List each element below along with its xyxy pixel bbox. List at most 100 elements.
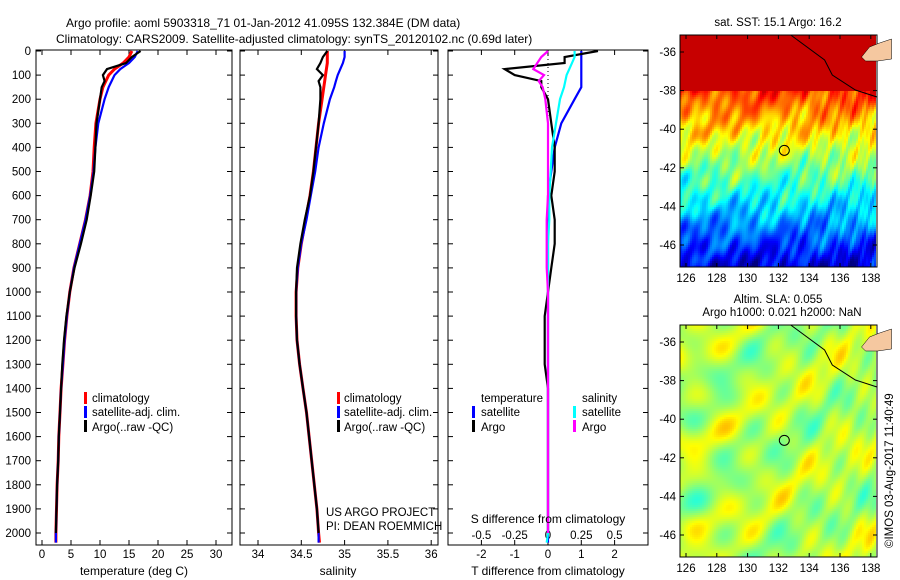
lon-tick-label: 126 (676, 563, 695, 575)
lon-tick-label: 130 (738, 563, 757, 575)
sla-map-subtitle: Argo h1000: 0.021 h2000: NaN (702, 307, 861, 319)
depth-tick-label: 700 (12, 215, 31, 227)
s-diff-tick-label: 0.25 (570, 530, 592, 542)
legend-label: Argo (582, 422, 606, 434)
lat-tick-label: -38 (659, 376, 676, 388)
depth-tick-label: 1100 (6, 311, 31, 323)
legend-swatch-argo (337, 420, 340, 432)
legend-swatch-climatology (337, 392, 340, 404)
depth-tick-label: 1900 (5, 504, 31, 516)
x-tick-label: 2 (611, 549, 617, 561)
lon-tick-label: 138 (861, 563, 880, 575)
x-tick-label: 30 (210, 549, 223, 561)
legend-label: climatology (92, 393, 150, 405)
sdiff-argo-line (531, 50, 550, 533)
temperature-legend: climatology satellite-adj. clim. Argo(..… (84, 392, 180, 434)
lat-tick-label: -38 (659, 86, 676, 98)
salinity-xlabel: salinity (320, 564, 357, 578)
sst-map-image (680, 35, 876, 267)
depth-tick-label: 1800 (5, 480, 31, 492)
x-tick-label: 10 (94, 549, 107, 561)
legend-swatch-s-argo (573, 420, 576, 432)
legend-label: Argo (481, 422, 505, 434)
tdiff-argo-line (501, 49, 599, 533)
sla-map-image (680, 325, 876, 557)
temperature-climatology-line (54, 50, 134, 543)
x-tick-label: 34 (252, 549, 265, 561)
x-tick-label: 0 (545, 549, 551, 561)
legend-swatch-s-satellite (573, 406, 576, 418)
depth-tick-label: 2000 (5, 528, 31, 540)
temperature-xlabel: temperature (deg C) (80, 564, 188, 578)
s-diff-tick-label: -0.5 (471, 530, 491, 542)
legend-swatch-satellite (84, 406, 87, 418)
salinity-satellite-line (295, 51, 346, 543)
salinity-legend: climatology satellite-adj. clim. Argo(..… (337, 392, 432, 434)
x-tick-label: 36 (425, 549, 438, 561)
s-diff-tick-label: 0.5 (607, 530, 623, 542)
pi-text: PI: DEAN ROEMMICH (326, 521, 442, 533)
depth-tick-label: 200 (12, 94, 31, 106)
x-tick-label: 20 (152, 549, 165, 561)
x-tick-label: 1 (578, 549, 584, 561)
sst-map-title: sat. SST: 15.1 Argo: 16.2 (714, 17, 841, 29)
title-line2: Climatology: CARS2009. Satellite-adjuste… (56, 32, 532, 46)
lat-tick-label: -46 (659, 240, 676, 252)
temperature-argo-line (54, 50, 142, 534)
lon-tick-label: 136 (830, 273, 849, 285)
sla-map-frame (679, 324, 878, 558)
tdiff-satellite-line (546, 51, 583, 543)
lat-tick-label: -46 (659, 530, 676, 542)
argo-location-marker (778, 144, 790, 156)
lon-tick-label: 132 (769, 563, 788, 575)
temperature-panel (35, 49, 233, 546)
x-tick-label: 5 (68, 549, 74, 561)
lon-tick-label: 134 (800, 563, 820, 575)
x-tick-label: 25 (181, 549, 194, 561)
credit-text: US ARGO PROJECT (326, 507, 435, 519)
legend-label: satellite (582, 407, 621, 419)
x-tick-label: 35.5 (377, 549, 399, 561)
lat-tick-label: -44 (659, 491, 676, 503)
sdiff-xlabel: S difference from climatology (471, 512, 626, 526)
legend-swatch-satellite (337, 406, 340, 418)
tdiff-xlabel: T difference from climatology (471, 564, 625, 578)
legend-swatch-t-argo (472, 420, 475, 432)
lat-tick-label: -36 (659, 337, 676, 349)
lon-tick-label: 128 (707, 563, 726, 575)
x-tick-label: 15 (123, 549, 136, 561)
land-area (861, 38, 892, 62)
lat-tick-label: -42 (659, 453, 676, 465)
depth-tick-label: 0 (25, 46, 31, 58)
depth-tick-label: 500 (12, 167, 31, 179)
x-tick-label: 0 (39, 549, 45, 561)
depth-tick-label: 1000 (5, 287, 31, 299)
depth-tick-label: 1400 (5, 383, 31, 395)
lon-tick-label: 134 (800, 273, 820, 285)
depth-tick-label: 1500 (5, 408, 31, 420)
lon-tick-label: 126 (676, 273, 695, 285)
salinity-argo-line (295, 50, 329, 534)
legend-label: Argo(..raw -QC) (344, 422, 425, 434)
depth-tick-label: 1200 (5, 335, 31, 347)
legend-title-salinity: salinity (582, 393, 617, 405)
depth-tick-label: 1700 (5, 456, 31, 468)
legend-label: Argo(..raw -QC) (92, 422, 173, 434)
legend-swatch-climatology (84, 392, 87, 404)
x-tick-label: -1 (510, 549, 520, 561)
legend-title-temperature: temperature (481, 393, 543, 405)
legend-label: satellite-adj. clim. (92, 407, 180, 419)
lon-tick-label: 130 (738, 273, 757, 285)
x-tick-label: -2 (476, 549, 486, 561)
depth-tick-label: 600 (12, 191, 31, 203)
x-tick-label: 34.5 (290, 549, 312, 561)
argo-location-marker (778, 434, 790, 446)
lon-tick-label: 132 (769, 273, 788, 285)
depth-tick-label: 100 (12, 70, 31, 82)
sla-map-title: Altim. SLA: 0.055 (734, 294, 823, 306)
coastline (790, 324, 878, 388)
depth-tick-label: 900 (12, 263, 31, 275)
salinity-panel (239, 49, 439, 546)
lat-tick-label: -40 (659, 414, 676, 426)
